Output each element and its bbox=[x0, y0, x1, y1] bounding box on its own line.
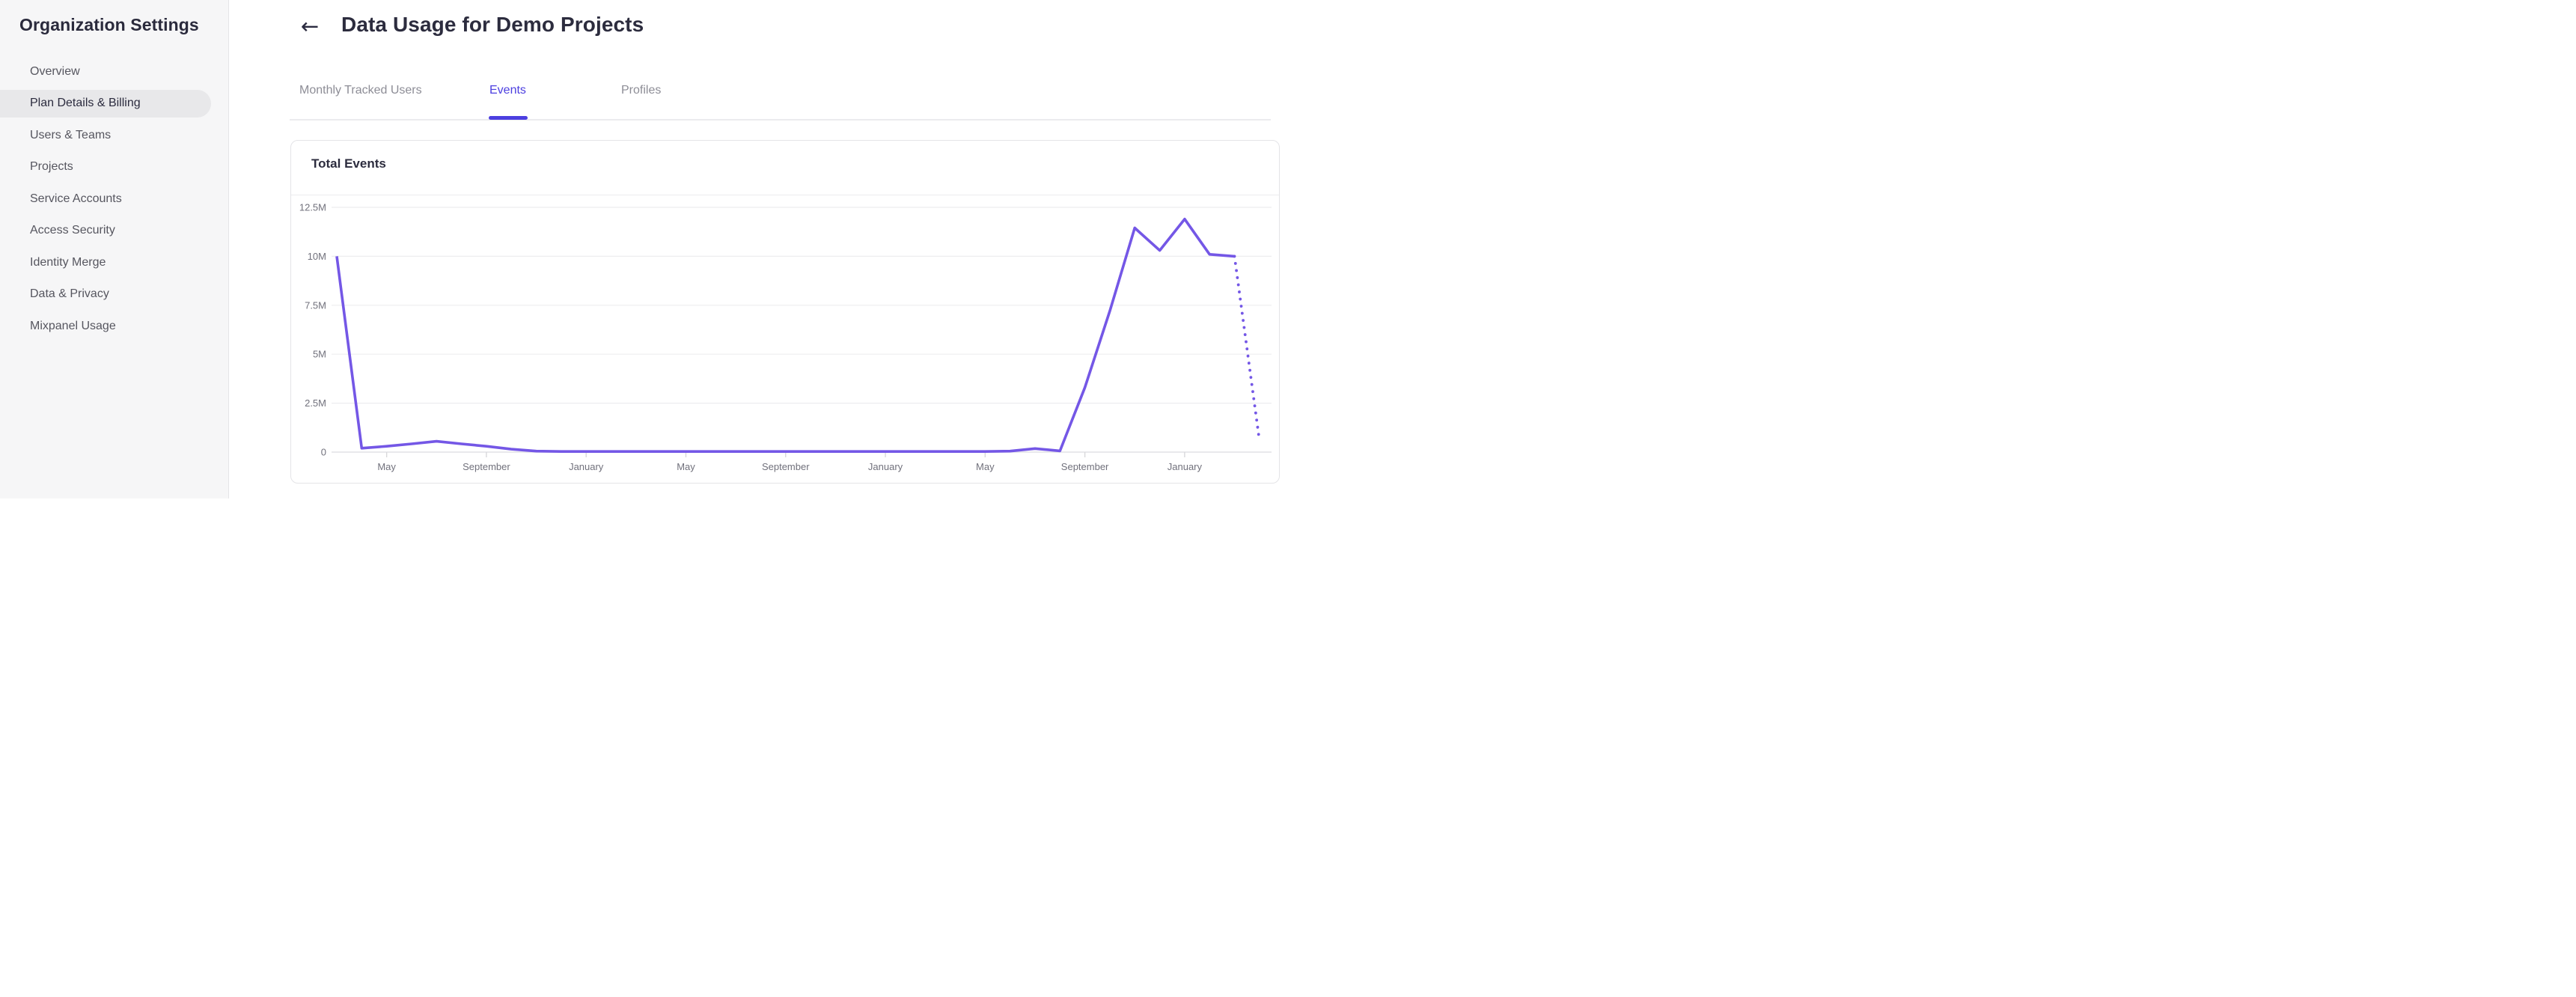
x-axis-label: May bbox=[976, 461, 995, 472]
sidebar-item-plan-details-billing[interactable]: Plan Details & Billing bbox=[0, 89, 211, 118]
tabs-divider bbox=[290, 119, 1271, 121]
x-axis-label: September bbox=[1061, 461, 1109, 472]
x-axis-label: January bbox=[1168, 461, 1203, 472]
sidebar-nav: Overview Plan Details & Billing Users & … bbox=[0, 58, 228, 344]
y-axis-label: 10M bbox=[308, 251, 326, 262]
total-events-line-solid bbox=[335, 217, 1235, 454]
y-axis-label: 5M bbox=[313, 349, 326, 360]
sidebar-item-overview[interactable]: Overview bbox=[30, 64, 80, 78]
tab-profiles[interactable]: Profiles bbox=[621, 84, 662, 97]
chart-title: Total Events bbox=[311, 156, 386, 171]
total-events-line-dotted-projection bbox=[1233, 254, 1261, 442]
x-axis-label: January bbox=[868, 461, 903, 472]
tab-events[interactable]: Events bbox=[489, 84, 526, 97]
y-axis-label: 12.5M bbox=[299, 202, 326, 213]
x-axis-label: September bbox=[463, 461, 510, 472]
sidebar-item-projects[interactable]: Projects bbox=[30, 160, 73, 173]
x-axis-label: January bbox=[569, 461, 604, 472]
y-axis-label: 2.5M bbox=[305, 397, 326, 409]
page-title: Data Usage for Demo Projects bbox=[341, 13, 644, 36]
organization-settings-sidebar: Organization Settings Overview Plan Deta… bbox=[0, 0, 229, 498]
sidebar-item-mixpanel-usage[interactable]: Mixpanel Usage bbox=[30, 319, 116, 332]
active-tab-underline bbox=[489, 116, 528, 120]
total-events-line-chart: 0 2.5M 5M 7.5M 10M 12.5M May September January Ma… bbox=[299, 202, 1272, 472]
sidebar-item-access-security[interactable]: Access Security bbox=[30, 224, 115, 237]
sidebar-item-data-privacy[interactable]: Data & Privacy bbox=[30, 287, 109, 300]
sidebar-item-service-accounts[interactable]: Service Accounts bbox=[30, 192, 122, 205]
x-axis-label: May bbox=[377, 461, 396, 472]
x-axis-label: September bbox=[762, 461, 810, 472]
y-axis-label: 7.5M bbox=[305, 299, 326, 311]
sidebar-title: Organization Settings bbox=[19, 15, 199, 34]
sidebar-item-identity-merge[interactable]: Identity Merge bbox=[30, 255, 106, 269]
y-axis-label: 0 bbox=[321, 447, 326, 458]
x-axis-label: May bbox=[677, 461, 695, 472]
total-events-card: Total Events 0 2.5M 5M 7.5M 10M 12.5M May Septe… bbox=[290, 140, 1280, 484]
sidebar-item-users-teams[interactable]: Users & Teams bbox=[30, 128, 112, 141]
tab-monthly-tracked-users[interactable]: Monthly Tracked Users bbox=[299, 84, 422, 97]
back-arrow-icon[interactable]: ← bbox=[296, 13, 323, 39]
